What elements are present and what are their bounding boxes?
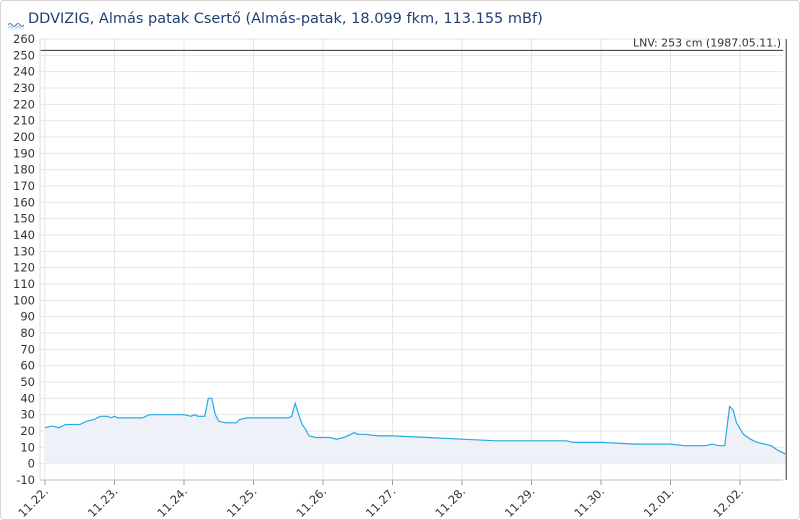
series-line	[44, 397, 786, 455]
x-axis-ticks: 11.22. 11.23. 11.24. 11.25. 11.26. 11.27. 11.2…	[15, 480, 746, 520]
y-tick-label: 210	[13, 114, 35, 128]
y-tick-label: 100	[13, 293, 35, 307]
y-tick-label: 140	[13, 228, 35, 242]
chart-title: DDVIZIG, Almás patak Csertő (Almás-patak…	[28, 11, 543, 27]
x-tick-label: 12.01.	[641, 484, 677, 520]
lnv-label: LNV: 253 cm (1987.05.11.)	[633, 36, 781, 49]
x-tick-label: 11.28.	[432, 484, 468, 520]
x-tick-label: 12.02.	[710, 484, 746, 520]
y-tick-label: 260	[13, 32, 35, 46]
x-tick-label: 11.26.	[293, 484, 329, 520]
y-axis-ticks: -10 0 10 20 30 40 50 60 70 80 90 100 110 120 130 140 150…	[13, 32, 35, 487]
y-tick-label: 170	[13, 179, 35, 193]
x-tick-label: 11.29.	[502, 484, 538, 520]
x-tick-label: 11.25.	[224, 484, 260, 520]
y-tick-label: 80	[20, 326, 35, 340]
y-tick-label: 0	[28, 457, 35, 471]
x-tick-label: 11.23.	[85, 484, 121, 520]
y-tick-label: 90	[20, 310, 35, 324]
y-tick-label: 220	[13, 97, 35, 111]
y-tick-label: 50	[20, 375, 35, 389]
x-tick-label: 11.27.	[363, 484, 399, 520]
grid	[40, 38, 783, 481]
y-tick-label: 190	[13, 146, 35, 160]
y-tick-label: 20	[20, 424, 35, 438]
y-tick-label: 250	[13, 48, 35, 62]
y-tick-label: 130	[13, 244, 35, 258]
y-tick-label: 150	[13, 212, 35, 226]
y-tick-label: 60	[20, 359, 35, 373]
y-tick-label: 70	[20, 342, 35, 356]
y-tick-label: 230	[13, 81, 35, 95]
y-tick-label: 30	[20, 408, 35, 422]
y-tick-label: 10	[20, 440, 35, 454]
y-tick-label: 200	[13, 130, 35, 144]
x-tick-label: 11.24.	[154, 484, 190, 520]
y-tick-label: 40	[20, 391, 35, 405]
x-tick-label: 11.22.	[15, 484, 51, 520]
y-tick-label: 240	[13, 65, 35, 79]
y-tick-label: 120	[13, 261, 35, 275]
series-area	[45, 398, 786, 464]
y-tick-label: 180	[13, 163, 35, 177]
y-tick-label: 110	[13, 277, 35, 291]
x-tick-label: 11.30.	[571, 484, 607, 520]
y-tick-label: -10	[16, 473, 35, 487]
y-tick-label: 160	[13, 195, 35, 209]
